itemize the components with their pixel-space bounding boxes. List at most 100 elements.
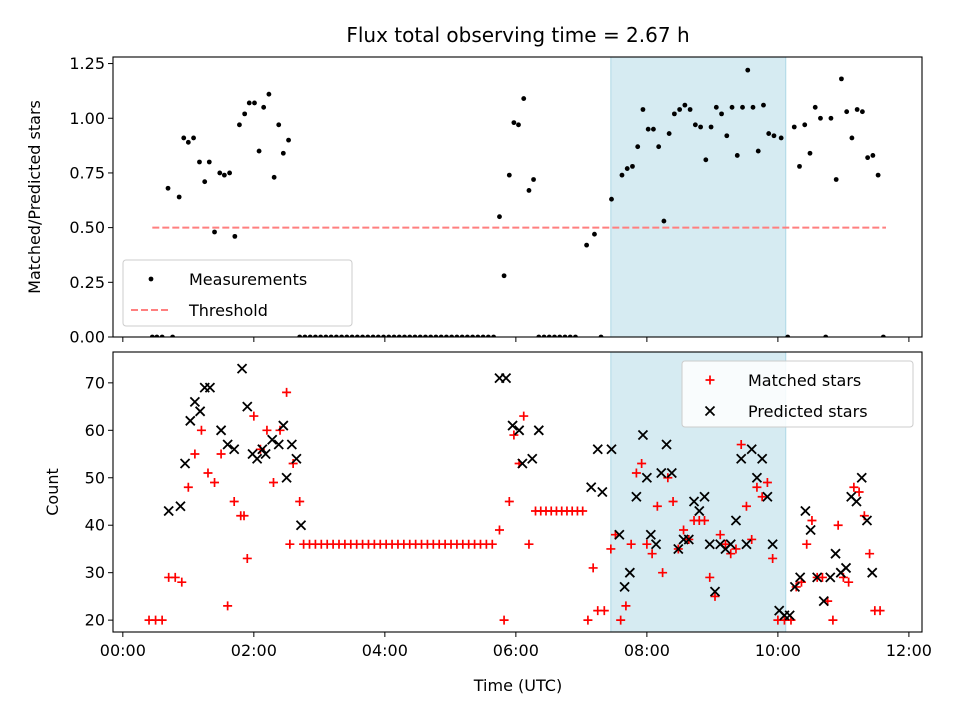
matched-stars-point xyxy=(616,615,626,625)
measurement-point xyxy=(682,102,688,108)
predicted-stars-point xyxy=(507,420,518,431)
matched-stars-point xyxy=(509,430,519,440)
highlight-span xyxy=(610,57,786,337)
measurement-point xyxy=(656,144,662,150)
measurement-point xyxy=(232,233,238,239)
measurement-point xyxy=(202,179,208,185)
y-tick-label: 40 xyxy=(85,516,105,535)
measurement-point xyxy=(227,170,233,176)
predicted-stars-point xyxy=(767,539,778,550)
measurement-point xyxy=(661,218,667,224)
matched-stars-point xyxy=(223,601,233,611)
measurement-point xyxy=(546,334,552,337)
measurement-point xyxy=(252,100,257,106)
matched-stars-point xyxy=(679,525,689,535)
matched-stars-point xyxy=(807,515,817,525)
predicted-stars-point xyxy=(637,429,649,441)
measurement-point xyxy=(719,111,724,117)
measurement-point xyxy=(444,334,449,337)
legend: Matched stars Predicted stars xyxy=(681,360,914,428)
matched-stars-point xyxy=(844,577,854,587)
matched-stars-point xyxy=(828,615,838,625)
measurement-point xyxy=(286,137,291,143)
measurement-point xyxy=(640,107,646,112)
predicted-stars-point xyxy=(242,401,253,412)
measurement-point xyxy=(276,122,282,128)
chart-title: Flux total observing time = 2.67 h xyxy=(346,23,689,47)
top-panel-ratio: 0.00 0.25 0.50 0.75 1.00 1.25 Matched/Predicte… xyxy=(25,54,923,347)
measurement-point xyxy=(557,334,563,337)
matched-stars-point xyxy=(637,459,647,469)
matched-stars-point xyxy=(494,525,504,535)
y-tick-label: 1.00 xyxy=(69,109,105,128)
predicted-stars-point xyxy=(856,472,867,483)
predicted-stars-point xyxy=(281,472,292,483)
measurement-point xyxy=(630,163,635,169)
measurement-point xyxy=(875,172,881,178)
matched-stars-point xyxy=(499,615,509,625)
measurement-point xyxy=(645,126,651,132)
predicted-stars-point xyxy=(194,406,206,417)
predicted-stars-point xyxy=(517,458,528,469)
x-tick-label: 06:00 xyxy=(493,641,539,660)
predicted-stars-point xyxy=(830,548,841,559)
measurement-point xyxy=(165,185,171,191)
measurement-point xyxy=(521,96,527,101)
measurement-point xyxy=(766,131,772,136)
matched-stars-point xyxy=(519,411,529,421)
measurement-point xyxy=(237,122,242,128)
matched-stars-point xyxy=(865,549,875,559)
predicted-stars-point xyxy=(163,505,174,517)
legend-box xyxy=(681,360,914,428)
x-tick-label: 00:00 xyxy=(100,641,146,660)
measurement-point xyxy=(459,334,465,337)
measurement-point xyxy=(266,91,272,97)
matched-stars-point xyxy=(849,482,859,492)
x-tick-label: 10:00 xyxy=(755,641,801,660)
matched-stars-point xyxy=(170,572,180,582)
measurement-point xyxy=(755,148,761,154)
measurement-point xyxy=(197,159,202,165)
measurement-point xyxy=(506,172,512,178)
bottom-panel-counts: 20 30 40 50 60 70 00:00 02:00 04:00 06:00 08:00 10:… xyxy=(43,351,932,660)
measurement-point xyxy=(865,155,871,161)
legend: Measurements Threshold xyxy=(122,259,353,327)
measurement-point xyxy=(833,177,839,182)
predicted-stars-point xyxy=(851,496,862,507)
measurement-point xyxy=(391,334,397,337)
measurement-point xyxy=(807,150,813,156)
measurement-point xyxy=(592,231,597,237)
measurement-point xyxy=(526,188,532,193)
measurement-point xyxy=(313,334,318,337)
y-tick-label: 70 xyxy=(85,373,105,392)
matched-stars-point xyxy=(487,539,497,549)
measurement-point xyxy=(271,174,277,180)
predicted-stars-point xyxy=(641,472,653,483)
predicted-stars-point xyxy=(586,482,597,493)
measurement-point xyxy=(745,67,751,73)
matched-stars-point xyxy=(731,544,741,554)
measurement-point xyxy=(785,334,791,337)
predicted-stars-point xyxy=(267,434,278,445)
measurement-point xyxy=(854,107,860,112)
matched-stars-point xyxy=(642,539,652,549)
measurement-point xyxy=(870,153,876,158)
predicted-stars-point xyxy=(746,444,757,455)
matched-stars-point xyxy=(762,478,772,488)
measurement-point xyxy=(713,104,719,110)
measurement-point xyxy=(485,334,491,337)
measurement-point xyxy=(531,177,536,182)
predicted-stars-point xyxy=(730,515,742,526)
matched-stars-point xyxy=(700,515,710,525)
measurement-point xyxy=(449,334,455,337)
predicted-stars-point xyxy=(805,524,816,536)
matched-stars-point xyxy=(726,549,736,559)
y-axis-label: Count xyxy=(43,468,62,516)
measurement-point xyxy=(703,157,709,163)
predicted-stars-point xyxy=(222,439,233,450)
predicted-stars-point xyxy=(260,448,271,460)
measurement-point xyxy=(381,334,386,337)
x-tick-label: 12:00 xyxy=(886,641,932,660)
predicted-stars-point xyxy=(236,363,248,374)
measurement-point xyxy=(417,334,423,337)
